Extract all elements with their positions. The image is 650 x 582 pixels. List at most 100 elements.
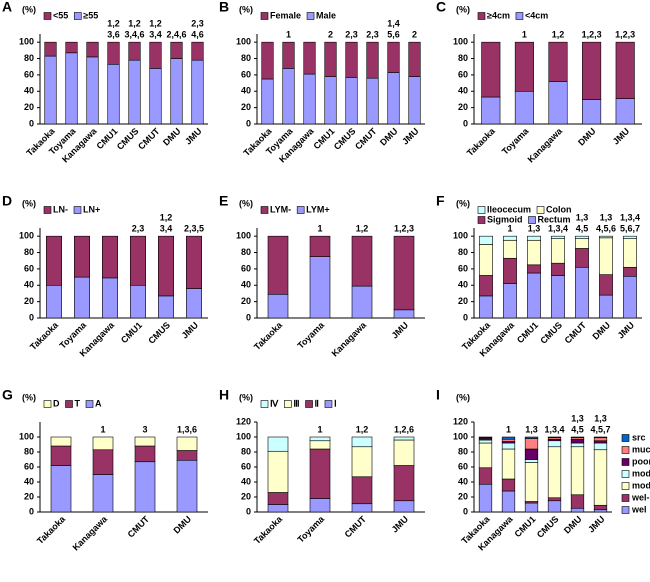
y-axis-label: (%) bbox=[239, 392, 253, 402]
significance-label: 1,3 bbox=[576, 213, 589, 223]
bar-segment bbox=[501, 438, 516, 442]
bar-segment bbox=[102, 235, 119, 279]
bar-segment bbox=[134, 461, 156, 513]
y-tick-label: 20 bbox=[241, 296, 251, 306]
y-tick-label: 100 bbox=[19, 431, 34, 441]
bar-segment bbox=[267, 436, 289, 452]
bar-segment bbox=[186, 288, 203, 319]
significance-label: 1,2 bbox=[149, 19, 162, 29]
bar-segment bbox=[158, 235, 175, 297]
bar-segment bbox=[267, 293, 289, 319]
bar-segment bbox=[351, 285, 373, 319]
bar-segment bbox=[570, 442, 585, 448]
bar-segment bbox=[309, 436, 331, 442]
legend-label: wel-mod bbox=[631, 492, 650, 502]
bar-segment bbox=[45, 235, 62, 286]
x-tick-label: CMUT bbox=[136, 126, 162, 152]
x-tick-label: CMU1 bbox=[515, 320, 540, 345]
bar-segment bbox=[501, 436, 516, 440]
y-tick-label: 80 bbox=[458, 446, 468, 456]
legend-swatch bbox=[73, 206, 82, 214]
y-tick-label: 20 bbox=[241, 102, 251, 112]
legend-swatch bbox=[260, 12, 269, 20]
x-tick-label: Kanagawa bbox=[71, 513, 110, 552]
legend-swatch bbox=[536, 206, 545, 214]
panel-letter: E bbox=[219, 193, 228, 209]
legend-label: T bbox=[75, 398, 81, 408]
significance-label: 1 bbox=[100, 424, 105, 434]
bar-segment bbox=[524, 502, 539, 513]
legend-swatch bbox=[621, 470, 630, 478]
y-tick-label: 60 bbox=[458, 69, 468, 79]
y-tick-label: 60 bbox=[458, 263, 468, 273]
significance-label: 5,6,7 bbox=[620, 224, 640, 234]
bar-segment bbox=[158, 295, 175, 319]
bar-segment bbox=[547, 440, 562, 448]
bar-segment bbox=[524, 462, 539, 502]
y-tick-label: 0 bbox=[246, 312, 251, 322]
bar-segment bbox=[570, 494, 585, 509]
bar-segment bbox=[50, 465, 72, 513]
bar-segment bbox=[107, 41, 120, 65]
x-tick-label: JMU bbox=[586, 514, 607, 535]
x-tick-label: CMUT bbox=[126, 514, 152, 540]
bar-segment bbox=[387, 41, 400, 73]
bar-segment bbox=[149, 68, 162, 125]
bar-segment bbox=[599, 294, 613, 319]
bar-segment bbox=[478, 483, 493, 513]
significance-label: 1,3,6 bbox=[177, 424, 197, 434]
bar-segment bbox=[351, 436, 373, 448]
significance-label: 2,3 bbox=[132, 224, 145, 234]
bar-segment bbox=[548, 81, 568, 125]
bar-segment bbox=[267, 450, 289, 493]
x-tick-label: CMUS bbox=[146, 320, 172, 346]
bar-segment bbox=[86, 56, 99, 125]
x-tick-label: Takaoka bbox=[465, 125, 498, 158]
bar-segment bbox=[309, 498, 331, 513]
x-tick-label: DMU bbox=[161, 126, 183, 148]
y-tick-label: 20 bbox=[241, 491, 251, 501]
bar-segment bbox=[615, 98, 635, 125]
bar-segment bbox=[547, 436, 562, 439]
panel-letter: I bbox=[436, 387, 440, 403]
significance-label: 1 bbox=[506, 424, 511, 434]
significance-label: 1,3 bbox=[571, 413, 584, 423]
y-tick-label: 40 bbox=[24, 476, 34, 486]
bar-segment bbox=[261, 41, 274, 80]
legend-swatch bbox=[477, 12, 486, 20]
y-tick-label: 20 bbox=[458, 102, 468, 112]
bar-segment bbox=[570, 436, 585, 439]
y-tick-label: 80 bbox=[241, 53, 251, 63]
bar-segment bbox=[387, 72, 400, 125]
legend-label: src bbox=[632, 432, 646, 442]
legend-label: D bbox=[53, 398, 60, 408]
panel-letter: C bbox=[436, 0, 446, 15]
bar-segment bbox=[324, 41, 337, 77]
legend-label: Sigmoid bbox=[487, 214, 523, 224]
significance-label: 1,2 bbox=[552, 30, 565, 40]
bar-segment bbox=[44, 55, 57, 125]
bar-segment bbox=[527, 235, 541, 241]
bar-segment bbox=[149, 41, 162, 69]
panel-letter: F bbox=[436, 193, 445, 209]
legend-swatch bbox=[43, 206, 52, 214]
panel: H (%) 0 20 40 60 80 100 120 Takaoka Toyama 1 CMUT 1,2… bbox=[219, 387, 425, 546]
legend-swatch bbox=[43, 12, 52, 20]
bar-segment bbox=[527, 239, 541, 266]
x-tick-label: JMU bbox=[616, 320, 637, 341]
bar-segment bbox=[170, 41, 183, 59]
x-tick-label: CMUT bbox=[353, 126, 379, 152]
x-tick-label: JMU bbox=[611, 126, 632, 147]
bar-segment bbox=[282, 68, 295, 125]
bar-segment bbox=[570, 446, 585, 496]
panel: A (%)020406080100TakaokaToyamaKanagawaCMU… bbox=[2, 0, 208, 165]
significance-label: 1 bbox=[507, 224, 512, 234]
panel-letter: A bbox=[2, 0, 12, 15]
y-tick-label: 40 bbox=[241, 476, 251, 486]
y-axis-label: (%) bbox=[239, 4, 253, 14]
significance-label: 1,3 bbox=[528, 224, 541, 234]
significance-label: 1,2,6 bbox=[394, 424, 414, 434]
bar-segment bbox=[130, 235, 147, 286]
bar-segment bbox=[366, 41, 379, 79]
x-tick-label: CMUS bbox=[538, 320, 564, 346]
